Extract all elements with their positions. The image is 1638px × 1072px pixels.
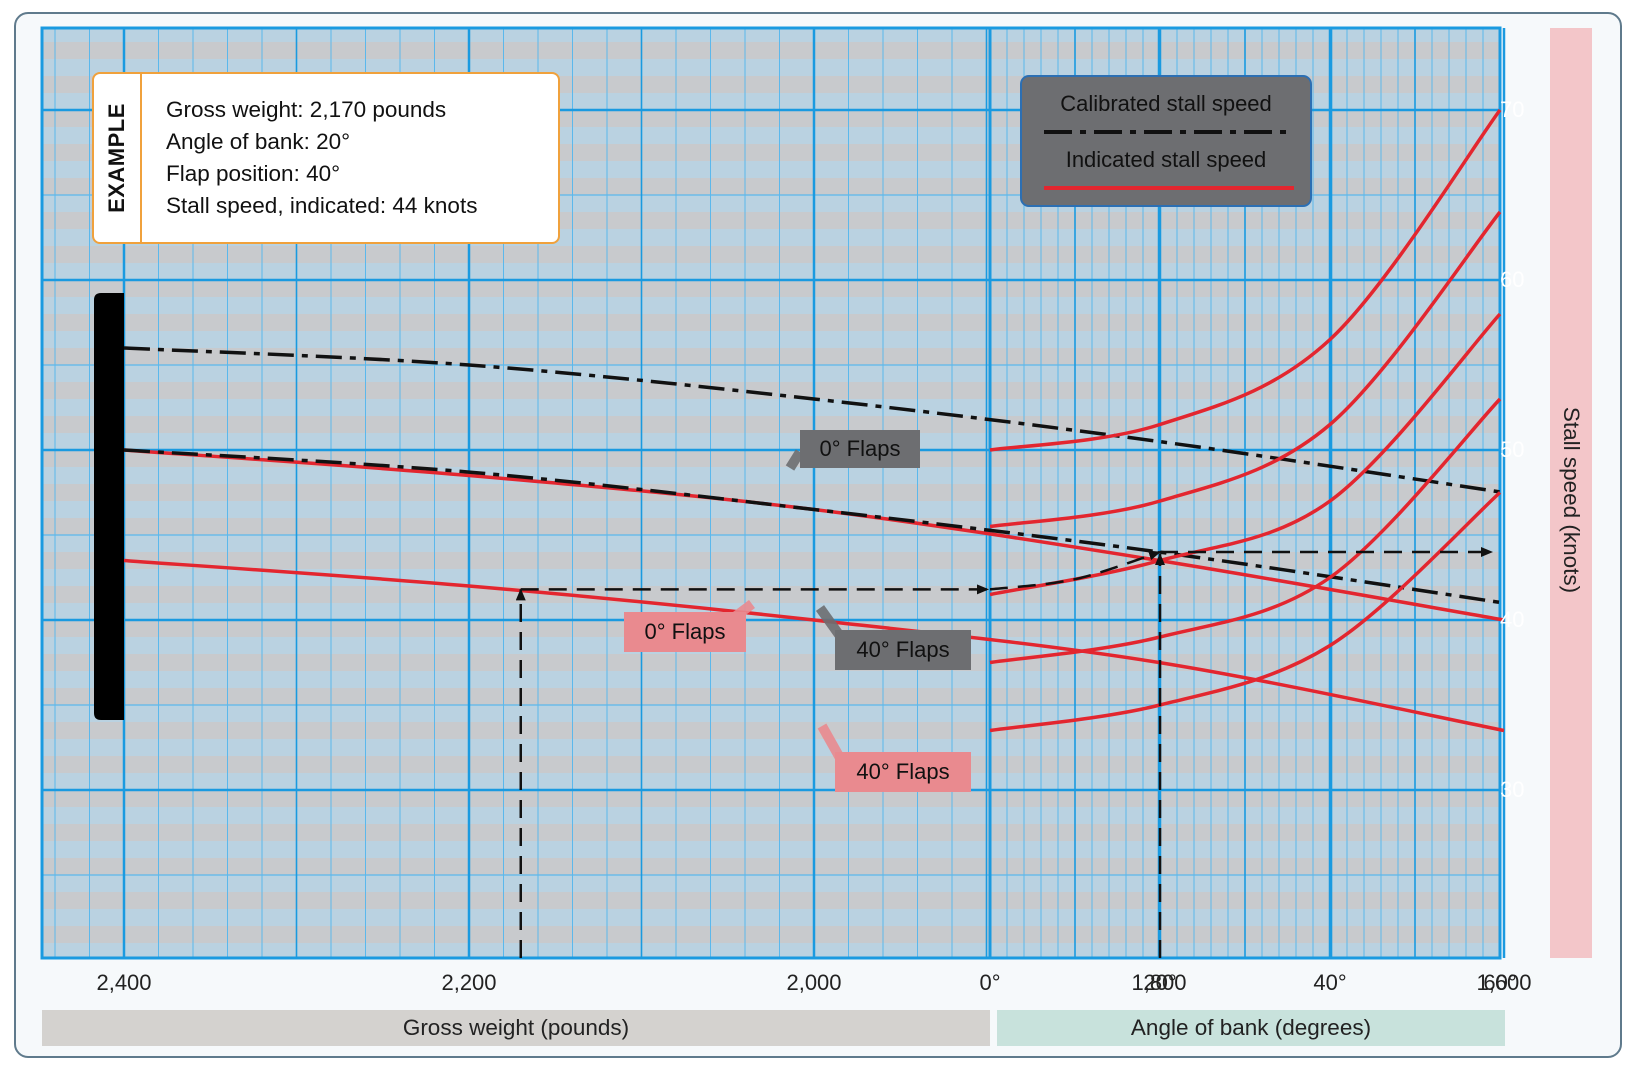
grid-band bbox=[42, 365, 1500, 382]
bank-curve-4 bbox=[989, 491, 1502, 733]
grid-band bbox=[42, 705, 1500, 722]
example-title: EXAMPLE bbox=[104, 103, 129, 213]
x-tick-bank: 60° bbox=[1483, 970, 1517, 995]
y-tick-speed: 30 bbox=[1500, 777, 1525, 802]
y-tick-speed: 40 bbox=[1500, 607, 1525, 632]
grid-band bbox=[42, 943, 1500, 958]
example-line-speed: Stall speed, indicated: 44 knots bbox=[166, 193, 478, 218]
grid-band bbox=[42, 501, 1500, 518]
gross-weight-axis-label: Gross weight (pounds) bbox=[402, 1015, 630, 1040]
label-indicated-40-flaps: 40° Flaps bbox=[835, 752, 971, 792]
label-indicated-0-flaps: 0° Flaps bbox=[624, 612, 746, 652]
legend-indicated-label: Indicated stall speed bbox=[1065, 147, 1267, 172]
grid-band bbox=[42, 535, 1500, 552]
indicated-curve-1 bbox=[123, 558, 1505, 733]
grid-band bbox=[42, 297, 1500, 314]
y-tick-speed: 50 bbox=[1500, 437, 1525, 462]
label-calibrated-40-flaps: 40° Flaps bbox=[835, 630, 971, 670]
grid-band bbox=[42, 399, 1500, 416]
grid-band bbox=[42, 28, 1500, 42]
x-tick-weight: 1,600 bbox=[1476, 970, 1532, 995]
bank-curve-2 bbox=[989, 312, 1502, 597]
bank-curve-3 bbox=[989, 397, 1502, 665]
example-line-weight: Gross weight: 2,170 pounds bbox=[166, 97, 447, 122]
y-tick-speed: 60 bbox=[1500, 267, 1525, 292]
example-lines: Gross weight: 2,170 pounds Angle of bank… bbox=[166, 94, 477, 222]
x-tick-weight: 2,400 bbox=[96, 970, 152, 995]
legend-indicated-swatch bbox=[1044, 186, 1294, 190]
y-tick-speed: 70 bbox=[1500, 97, 1525, 122]
grid-band bbox=[42, 59, 1500, 76]
stall-speed-axis-label: Stall speed (knots) bbox=[1559, 406, 1584, 594]
x-tick-weight: 2,000 bbox=[786, 970, 842, 995]
grid-band bbox=[42, 739, 1500, 756]
example-line-flaps: Flap position: 40° bbox=[166, 161, 341, 186]
curves bbox=[123, 108, 1505, 733]
grid-band bbox=[42, 433, 1500, 450]
x-tick-bank: 20° bbox=[1143, 970, 1177, 995]
bank-axis-label: Angle of bank (degrees) bbox=[1130, 1015, 1372, 1040]
grid-band bbox=[42, 909, 1500, 926]
grid-band bbox=[42, 603, 1500, 620]
x-tick-bank: 40° bbox=[1313, 970, 1347, 995]
grid-band bbox=[42, 467, 1500, 484]
bank-curve-0 bbox=[989, 108, 1502, 452]
grid-band bbox=[42, 263, 1500, 280]
grid-band bbox=[42, 875, 1500, 892]
x-tick-weight: 1,800 bbox=[1131, 970, 1187, 995]
grid-band bbox=[42, 637, 1500, 654]
grid-band bbox=[42, 331, 1500, 348]
example-line-bank: Angle of bank: 20° bbox=[166, 129, 351, 154]
legend-calibrated-label: Calibrated stall speed bbox=[1060, 91, 1272, 116]
example-box: EXAMPLE Gross weight: 2,170 pounds Angle… bbox=[92, 72, 560, 244]
bank-axis-band: Angle of bank (degrees) bbox=[997, 1010, 1505, 1046]
flap-reference-bar bbox=[94, 288, 124, 725]
legend-calibrated-swatch bbox=[1044, 130, 1294, 134]
label-calibrated-0-flaps: 0° Flaps bbox=[800, 430, 920, 468]
stall-speed-axis-band bbox=[1550, 28, 1592, 958]
grid-band bbox=[42, 773, 1500, 790]
grid-band bbox=[42, 841, 1500, 858]
x-tick-weight: 2,200 bbox=[441, 970, 497, 995]
leader-cal-0 bbox=[785, 449, 805, 471]
x-tick-bank: 0° bbox=[979, 970, 1001, 995]
gross-weight-axis-band: Gross weight (pounds) bbox=[42, 1010, 990, 1046]
grid-band bbox=[42, 807, 1500, 824]
grid-band bbox=[42, 671, 1500, 688]
example-tab: EXAMPLE bbox=[94, 74, 142, 242]
calibrated-curve-1 bbox=[123, 448, 1505, 605]
bank-curve-1 bbox=[989, 210, 1502, 529]
example-arrow-along-curve bbox=[989, 550, 1161, 591]
legend: Calibrated stall speed Indicated stall s… bbox=[1020, 75, 1312, 207]
